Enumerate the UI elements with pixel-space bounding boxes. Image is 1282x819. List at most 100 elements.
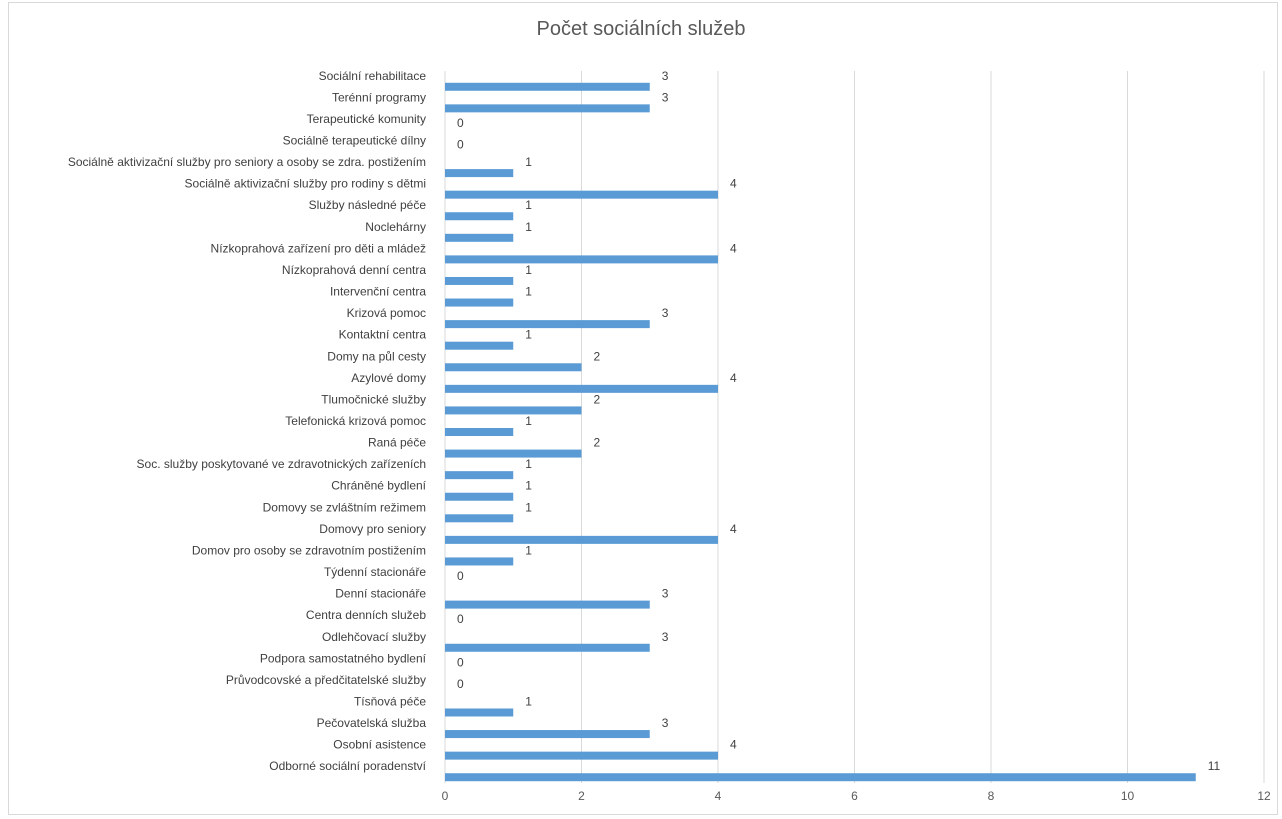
bar [445,600,650,609]
category-label: Soc. služby poskytované ve zdravotnickýc… [137,457,426,471]
x-tick-label: 10 [1121,789,1135,803]
data-label: 1 [525,155,532,169]
category-labels: Sociální rehabilitace Terénní programy Ter… [68,69,427,773]
bar [445,730,650,739]
category-label: Domovy pro seniory [319,522,426,536]
data-label: 3 [662,306,669,320]
bars [445,82,1196,782]
data-label: 2 [594,436,601,450]
category-label: Terénní programy [332,90,426,104]
chart-frame [8,2,1278,815]
gridlines [444,71,1265,783]
x-tick-label: 2 [578,789,585,803]
data-label: 1 [525,263,532,277]
data-label: 4 [730,177,737,191]
bar [445,190,718,199]
category-label: Týdenní stacionáře [324,565,426,579]
data-label: 2 [594,392,601,406]
bar [445,643,650,652]
data-label: 0 [457,655,464,669]
category-label: Osobní asistence [333,738,426,752]
category-label: Sociálně aktivizační služby pro rodiny s… [185,177,426,191]
category-label: Denní stacionáře [335,587,426,601]
category-label: Terapeutické komunity [307,112,426,126]
data-label: 3 [662,587,669,601]
category-label: Centra denních služeb [306,608,426,622]
data-label: 4 [730,371,737,385]
category-label: Sociální rehabilitace [319,69,427,83]
data-label: 0 [457,569,464,583]
data-label: 1 [525,328,532,342]
bar [445,514,514,523]
data-label: 1 [525,479,532,493]
data-label: 4 [730,522,737,536]
category-label: Noclehárny [365,220,426,234]
category-label: Tlumočnické služby [321,392,426,406]
bar [445,492,514,501]
bar [445,751,718,760]
data-label: 1 [525,694,532,708]
category-label: Krizová pomoc [347,306,426,320]
x-tick-label: 12 [1257,789,1271,803]
category-label: Sociálně terapeutické dílny [283,134,426,148]
category-label: Podpora samostatného bydlení [260,651,427,665]
category-label: Pečovatelská služba [317,716,427,730]
data-label: 4 [730,241,737,255]
bar [445,557,514,566]
bar [445,384,718,393]
data-label: 3 [662,716,669,730]
category-label: Sociálně aktivizační služby pro seniory … [68,155,426,169]
category-label: Nízkoprahová zařízení pro děti a mládež [211,241,426,255]
category-label: Azylové domy [351,371,426,385]
bar [445,708,514,717]
bar [445,428,514,436]
category-label: Tísňová péče [354,694,426,708]
x-tick-label: 0 [442,789,449,803]
data-label: 1 [525,285,532,299]
bar [445,406,582,415]
data-label: 4 [730,738,737,752]
bar [445,233,514,242]
x-tick-label: 6 [851,789,858,803]
category-label: Chráněné bydlení [331,479,426,493]
chart-title: Počet sociálních služeb [536,18,746,40]
data-label: 1 [525,457,532,471]
data-label: 1 [525,220,532,234]
data-label: 1 [525,500,532,514]
category-label: Odborné sociální poradenství [269,759,426,773]
bar [445,212,514,221]
category-label: Domovy se zvláštním režimem [263,500,426,514]
bar [445,535,718,544]
data-label: 0 [457,612,464,626]
bar [445,276,514,285]
bar [445,341,514,350]
x-axis-ticks: 0 2 4 6 8 10 12 [442,789,1271,803]
category-label: Nízkoprahová denní centra [282,263,426,277]
x-tick-label: 8 [988,789,995,803]
bar [445,169,514,178]
bar [445,471,514,480]
category-label: Telefonická krizová pomoc [285,414,426,428]
category-label: Intervenční centra [330,285,426,299]
bar [445,773,1196,782]
category-label: Raná péče [368,436,426,450]
category-label: Průvodcovské a předčitatelské služby [226,673,426,687]
category-label: Domy na půl cesty [327,349,426,363]
data-label: 0 [457,116,464,130]
category-label: Domov pro osoby se zdravotním postižením [192,543,426,557]
bar [445,298,514,307]
data-label: 1 [525,198,532,212]
data-label: 3 [662,630,669,644]
category-label: Kontaktní centra [339,328,427,342]
data-label: 0 [457,138,464,152]
category-label: Odlehčovací služby [322,630,426,644]
data-label: 3 [662,69,669,83]
bar [445,449,582,458]
bar [445,255,718,264]
data-label: 2 [594,349,601,363]
data-label: 1 [525,543,532,557]
x-tick-label: 4 [715,789,722,803]
data-label: 1 [525,414,532,428]
